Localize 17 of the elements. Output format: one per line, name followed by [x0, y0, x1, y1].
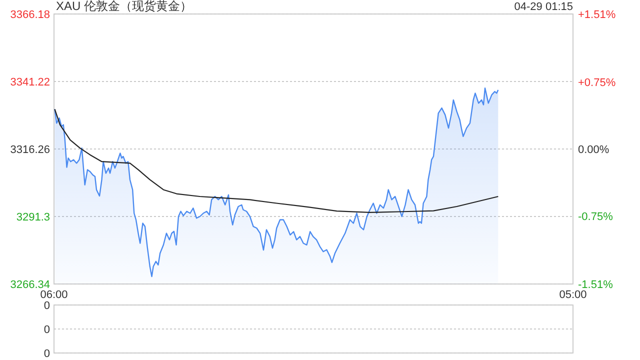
y-tick-label: 3341.22	[10, 76, 50, 88]
y-tick-label: 3366.18	[10, 9, 50, 21]
y2-tick-label: -1.51%	[578, 279, 614, 291]
y2-tick-label: -0.75%	[578, 211, 614, 224]
chart-title: XAU 伦敦金（现货黄金）	[56, 0, 192, 13]
x-tick-label: 05:00	[559, 289, 587, 301]
y2-tick-label: +1.51%	[578, 9, 616, 21]
y2-tick-label: +0.75%	[578, 76, 616, 89]
y-tick-label: 3291.3	[16, 212, 50, 224]
text: 0	[44, 300, 50, 312]
y-tick-label: 3266.34	[10, 279, 50, 291]
text: 0	[44, 324, 50, 336]
x-tick-label: 06:00	[40, 289, 68, 301]
chart-subtitle: 04-29 01:15	[514, 1, 573, 13]
y-tick-label: 3316.26	[10, 144, 50, 156]
text: 0	[44, 348, 50, 360]
y2-tick-label: 0.00%	[578, 144, 610, 156]
